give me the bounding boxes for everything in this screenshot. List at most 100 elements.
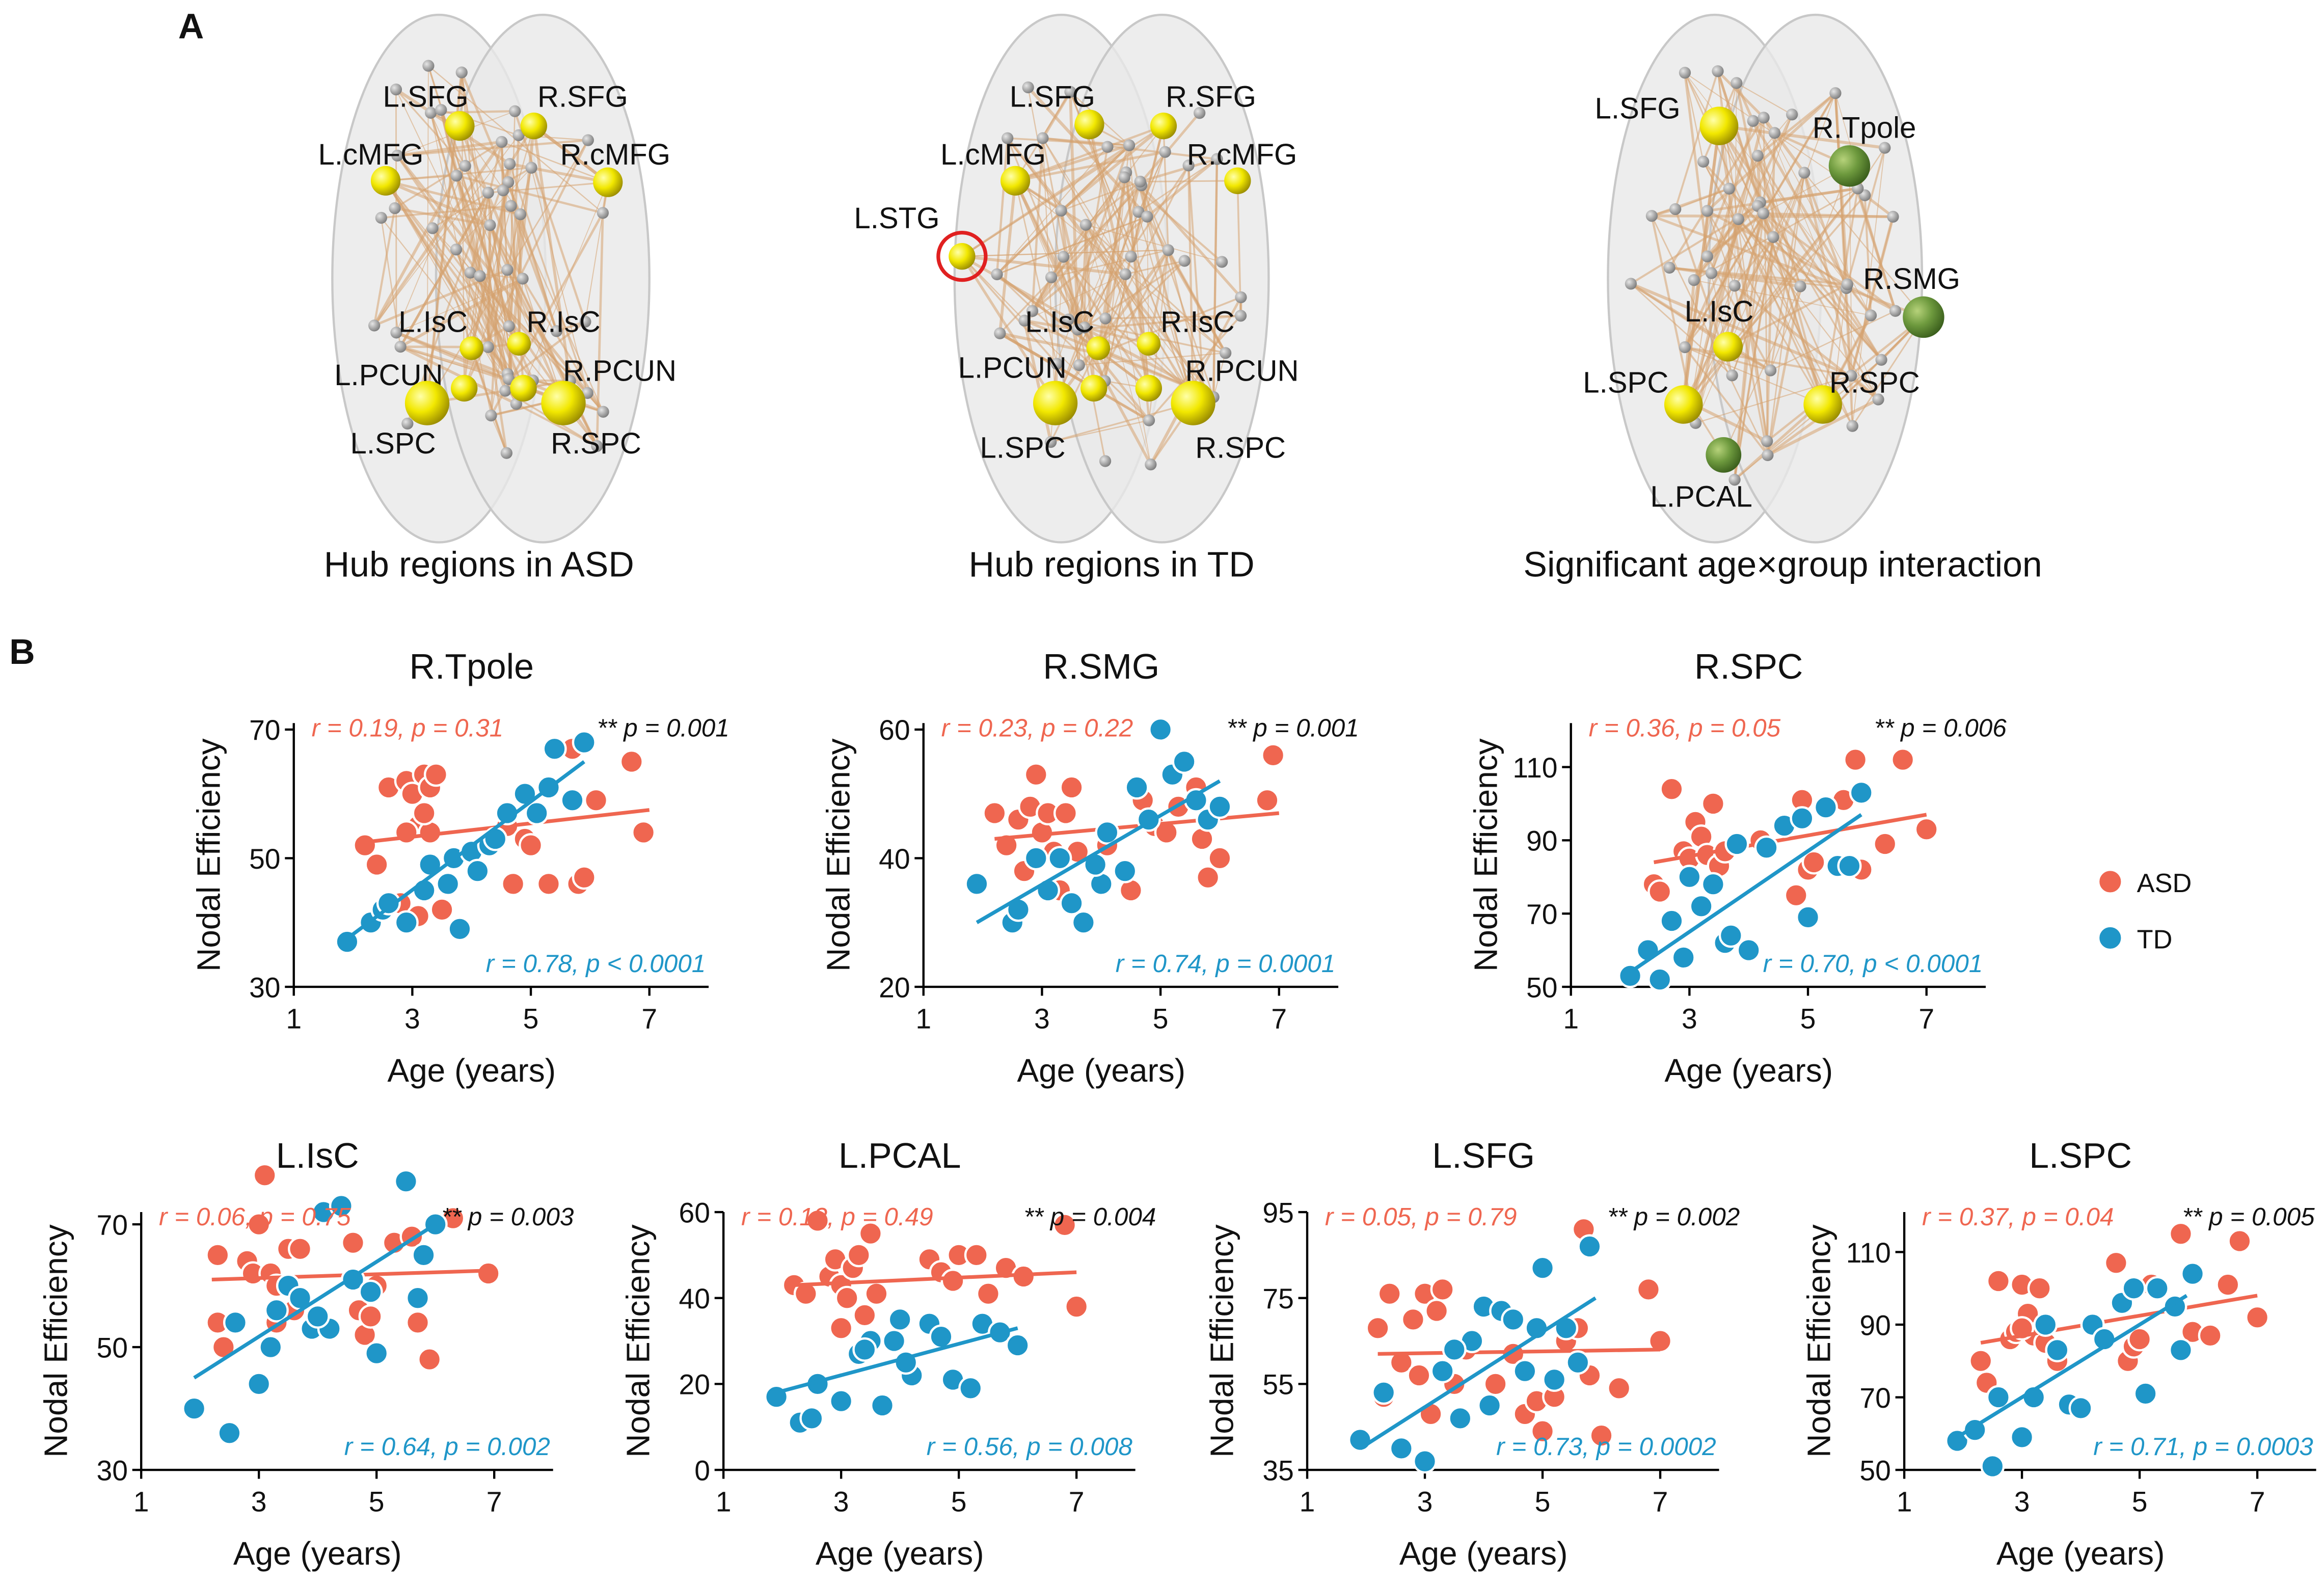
region-node (1050, 358, 1063, 370)
hub-node (1803, 385, 1842, 424)
x-axis-label: Age (years) (1996, 1535, 2165, 1572)
edge (1803, 172, 1924, 318)
node-label: L.SPC (980, 432, 1066, 465)
region-node (1829, 87, 1842, 99)
region-node (390, 83, 402, 96)
region-node (991, 268, 1003, 280)
edge (1719, 124, 1885, 150)
data-point (447, 917, 472, 942)
data-point (1986, 1385, 2011, 1410)
edge (1770, 166, 1850, 371)
edge (1054, 181, 1141, 404)
region-node (1119, 268, 1131, 280)
data-point (288, 1237, 313, 1261)
data-point (799, 1406, 824, 1431)
edge (996, 274, 1150, 421)
data-point (1430, 1359, 1455, 1384)
data-point (1059, 891, 1084, 916)
edge (999, 332, 1095, 390)
region-node (474, 270, 486, 282)
x-tick-label: 7 (641, 1003, 657, 1034)
data-point (882, 1329, 907, 1354)
data-point (1648, 1329, 1673, 1354)
region-node (450, 244, 463, 256)
x-tick-label: 7 (2250, 1486, 2265, 1517)
region-node (1099, 312, 1112, 325)
edge (1084, 225, 1087, 328)
data-point (1059, 775, 1084, 800)
edge (519, 214, 558, 332)
region-node (1099, 455, 1112, 467)
data-point (423, 762, 448, 787)
region-node (1079, 219, 1092, 231)
edge (1850, 216, 1895, 377)
stat-label: r = 0.36, p = 0.05 (1589, 714, 1781, 742)
edge (459, 125, 521, 215)
region-node (1679, 67, 1691, 79)
y-axis-label: Nodal Efficiency (38, 1224, 74, 1458)
data-point (1914, 817, 1939, 842)
hub-node (1664, 385, 1703, 424)
region-node (484, 219, 496, 231)
edge (1140, 157, 1218, 183)
data-point (1801, 850, 1826, 875)
edge (1684, 72, 1704, 162)
region-node (482, 186, 494, 199)
hub-node (1080, 374, 1107, 402)
region-node (1101, 141, 1114, 153)
data-point (2227, 1229, 2252, 1254)
region-node (1125, 251, 1137, 263)
region-node (1162, 244, 1174, 256)
edge (508, 164, 588, 393)
edge (1213, 353, 1226, 397)
chart-title: L.PCAL (839, 1136, 961, 1175)
hub-node (1074, 110, 1104, 140)
node-label: R.SPC (1195, 432, 1286, 465)
region-node (1723, 182, 1735, 195)
interaction-label: ** p = 0.001 (597, 714, 729, 742)
data-point (1754, 835, 1779, 860)
edge (400, 345, 509, 381)
scatter-chart: L.PCAL 0 20 40 60 1 3 5 7 Age (years) Nodal Effici… (620, 1136, 1156, 1572)
data-point (1154, 820, 1179, 845)
x-tick-label: 5 (1153, 1003, 1169, 1034)
region-node (459, 159, 471, 172)
fit-line (346, 760, 585, 941)
node-label: L.SPC (350, 427, 436, 460)
scatter-chart: L.SPC 50 70 90 110 1 3 5 7 Age (years) Nodal Effic… (1801, 1136, 2316, 1572)
edge (1735, 82, 1754, 122)
network-edges (373, 65, 609, 453)
edge (1736, 83, 1793, 115)
edge (1630, 282, 1852, 378)
legend-marker (2097, 925, 2123, 951)
data-point (560, 788, 585, 813)
data-point (1512, 1359, 1537, 1384)
stat-label: r = 0.56, p = 0.008 (927, 1433, 1133, 1461)
edge (1668, 117, 1765, 269)
region-node (450, 170, 463, 182)
y-tick-label: 60 (879, 714, 910, 746)
y-axis-label: Nodal Efficiency (820, 738, 856, 972)
region-node (497, 184, 509, 197)
region-node (1705, 267, 1718, 279)
edge (469, 272, 571, 382)
data-point (2103, 1250, 2128, 1275)
region-node (1864, 309, 1877, 321)
region-node (1026, 305, 1039, 317)
x-axis-label: Age (years) (1017, 1052, 1185, 1089)
region-node (1073, 359, 1085, 371)
data-point (1477, 1393, 1502, 1418)
data-point (2180, 1261, 2205, 1286)
y-tick-label: 50 (1859, 1455, 1890, 1486)
data-point (358, 1304, 383, 1329)
data-point (406, 1310, 430, 1335)
region-node (1145, 459, 1157, 471)
edge (1756, 155, 1802, 287)
hub-node (1699, 106, 1739, 146)
edge (1070, 91, 1190, 392)
data-point (572, 730, 597, 755)
data-point (1047, 846, 1072, 871)
node-label: R.SFG (1166, 80, 1256, 113)
stat-label: r = 0.70, p < 0.0001 (1763, 950, 1983, 978)
edge (1691, 172, 1805, 404)
